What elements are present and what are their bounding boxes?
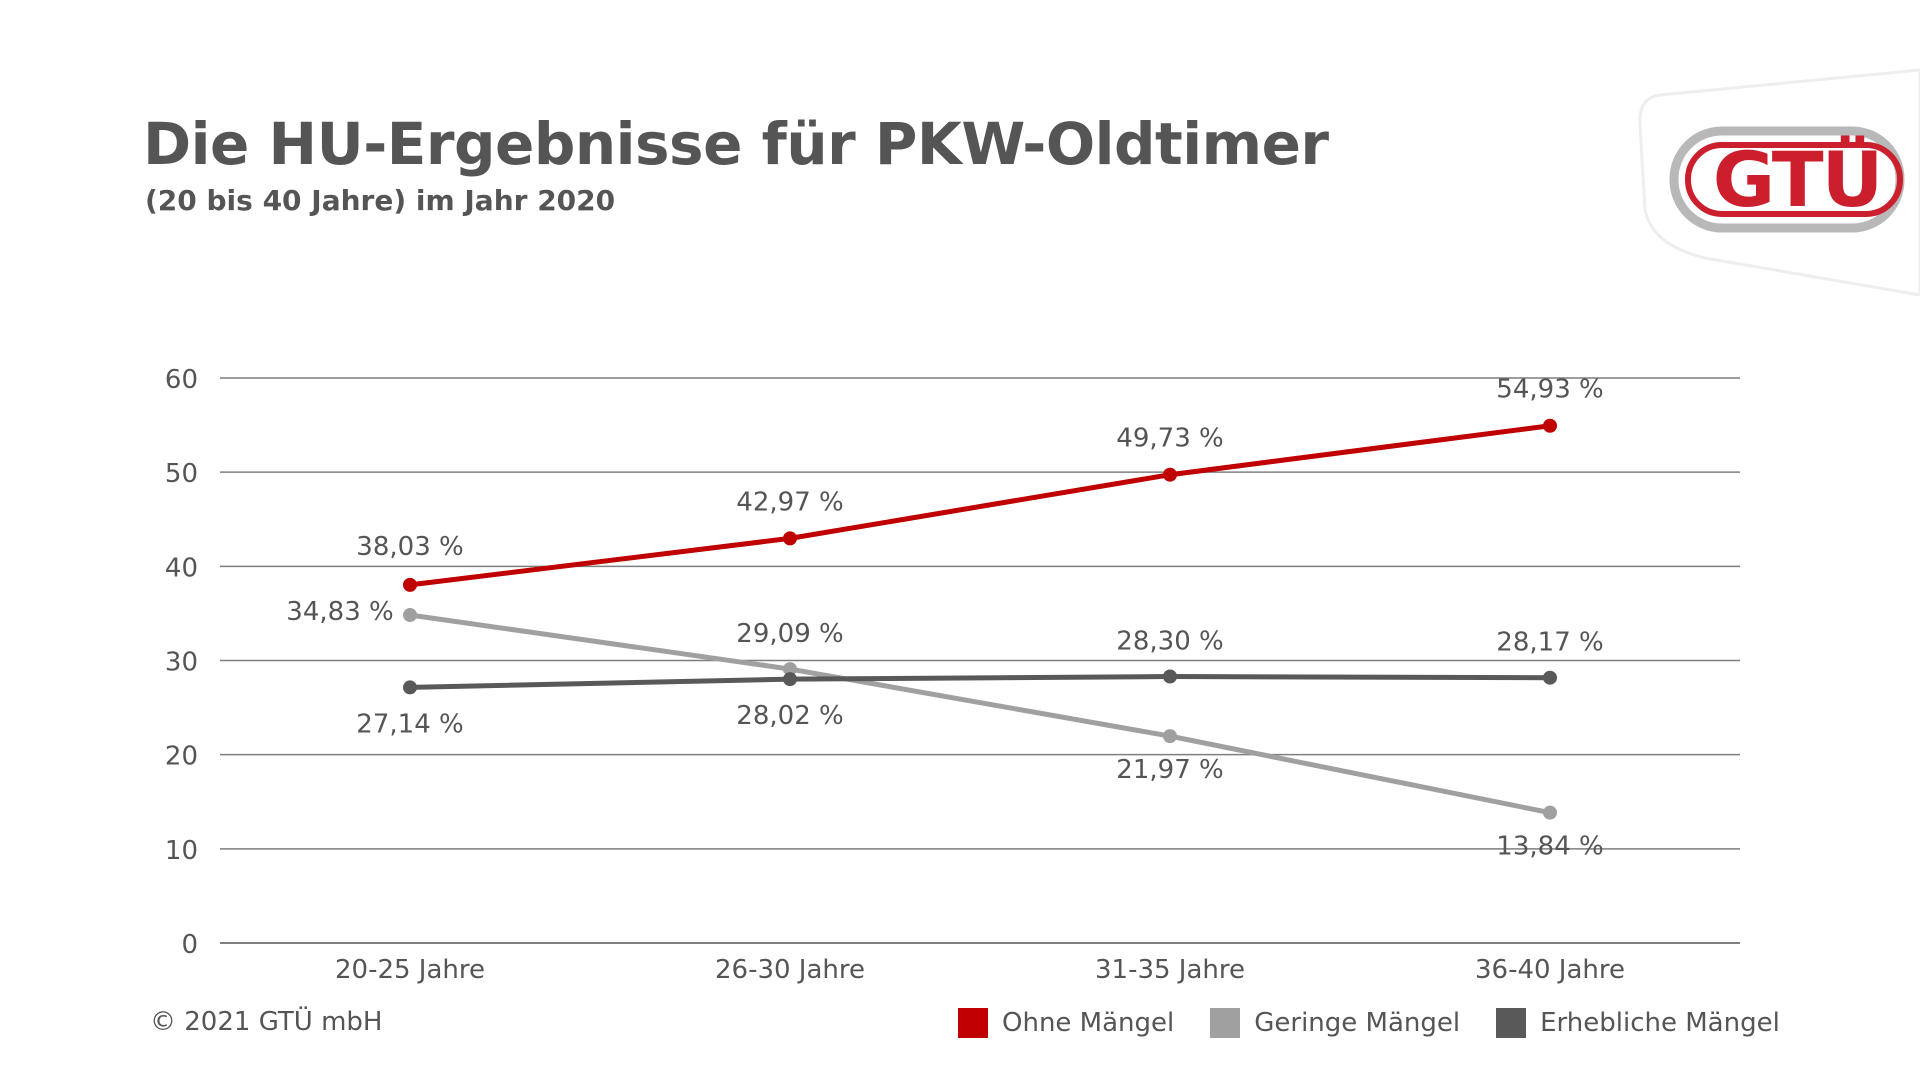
- axis-layer: 0 10 20 30 40 50 60 20-25 Jahre 26-30 Jahre 31-35…: [165, 365, 1625, 985]
- data-point-ohne-2: [783, 531, 797, 546]
- data-point-geringe-2: [783, 662, 797, 677]
- data-label-geringe-2: 29,09 %: [736, 619, 843, 649]
- data-label-geringe-4: 13,84 %: [1496, 832, 1603, 862]
- y-tick-label-60: 60: [165, 365, 198, 395]
- legend-item-geringe: Geringe Mängel: [1210, 1008, 1460, 1038]
- data-point-geringe-1: [403, 608, 417, 623]
- data-label-geringe-1: 34,83 %: [286, 597, 393, 627]
- legend-label-erhebliche: Erhebliche Mängel: [1540, 1008, 1780, 1038]
- data-label-layer: 34,83 % 29,09 % 21,97 % 13,84 % 27,14 % 28,02…: [286, 375, 1603, 862]
- data-point-erhebliche-2: [783, 672, 797, 687]
- series-line-geringe: [407, 612, 1553, 816]
- data-point-ohne-3: [1163, 467, 1177, 482]
- series-line-erhebliche: [407, 674, 1553, 690]
- y-tick-label-40: 40: [165, 553, 198, 583]
- x-tick-label-4: 36-40 Jahre: [1475, 955, 1625, 985]
- x-tick-label-1: 20-25 Jahre: [335, 955, 485, 985]
- data-point-ohne-4: [1543, 418, 1557, 433]
- data-point-geringe-4: [1543, 805, 1557, 820]
- x-tick-label-2: 26-30 Jahre: [715, 955, 865, 985]
- y-tick-label-10: 10: [165, 836, 198, 866]
- data-point-geringe-3: [1163, 729, 1177, 744]
- data-label-erhebliche-3: 28,30 %: [1116, 627, 1223, 657]
- data-point-erhebliche-3: [1163, 669, 1177, 684]
- legend-label-ohne: Ohne Mängel: [1002, 1008, 1175, 1038]
- y-tick-label-50: 50: [165, 459, 198, 489]
- x-tick-label-3: 31-35 Jahre: [1095, 955, 1245, 985]
- legend-swatch-ohne: [958, 1008, 988, 1038]
- data-label-erhebliche-4: 28,17 %: [1496, 628, 1603, 658]
- data-label-ohne-2: 42,97 %: [736, 487, 843, 517]
- legend-item-erhebliche: Erhebliche Mängel: [1496, 1008, 1780, 1038]
- y-tick-label-30: 30: [165, 648, 198, 678]
- data-label-erhebliche-2: 28,02 %: [736, 701, 843, 731]
- data-label-erhebliche-1: 27,14 %: [356, 709, 463, 739]
- data-label-ohne-1: 38,03 %: [356, 532, 463, 562]
- series-line-ohne: [407, 423, 1553, 588]
- grid-layer: [220, 377, 1740, 944]
- y-tick-label-0: 0: [181, 930, 198, 960]
- title-block: Die HU-Ergebnisse für PKW-Oldtimer (20 b…: [143, 110, 1329, 217]
- data-label-ohne-3: 49,73 %: [1116, 424, 1223, 454]
- legend-swatch-erhebliche: [1496, 1008, 1527, 1038]
- chart-subtitle: (20 bis 40 Jahre) im Jahr 2020: [145, 184, 616, 217]
- legend-label-geringe: Geringe Mängel: [1254, 1008, 1461, 1038]
- series-layer: [403, 418, 1557, 820]
- data-point-ohne-1: [403, 577, 417, 592]
- data-label-ohne-4: 54,93 %: [1496, 375, 1603, 405]
- data-label-geringe-3: 21,97 %: [1116, 755, 1223, 785]
- legend-swatch-geringe: [1210, 1008, 1241, 1038]
- chart-title: Die HU-Ergebnisse für PKW-Oldtimer: [143, 110, 1329, 178]
- data-point-erhebliche-4: [1543, 670, 1557, 685]
- data-point-erhebliche-1: [403, 680, 417, 695]
- chart-legend: Ohne Mängel Geringe Mängel Erhebliche Mä…: [958, 1008, 1780, 1038]
- y-tick-label-20: 20: [165, 742, 198, 772]
- copyright-note: © 2021 GTÜ mbH: [150, 1007, 383, 1037]
- legend-item-ohne: Ohne Mängel: [958, 1008, 1174, 1038]
